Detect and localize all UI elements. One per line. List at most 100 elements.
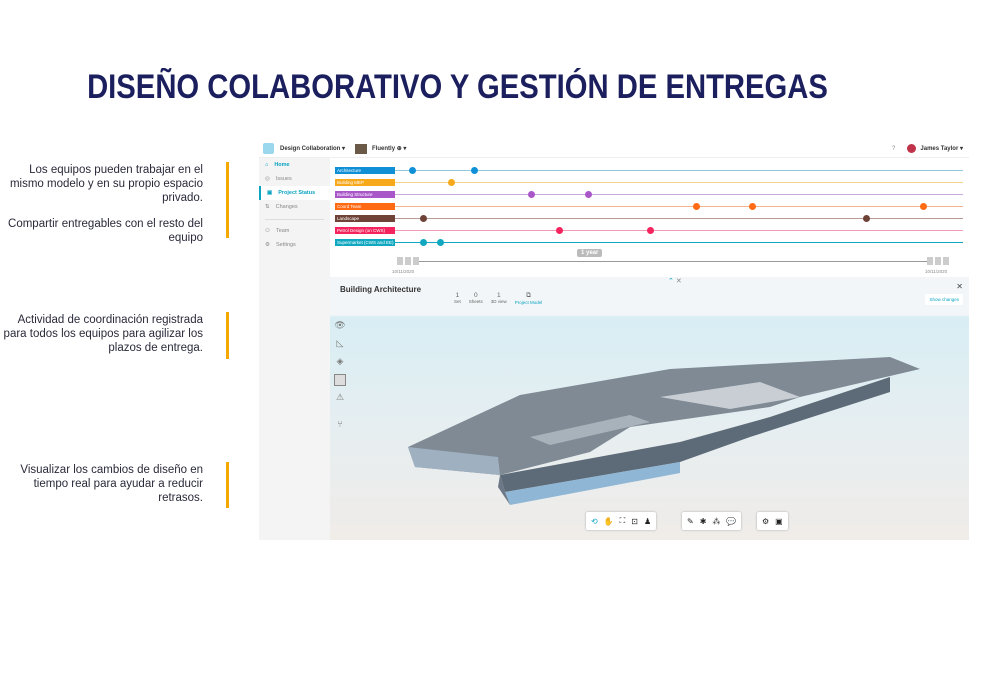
team-label[interactable]: Building Structure xyxy=(335,191,395,198)
check-circle-icon: ◎ xyxy=(265,176,270,182)
timeline-row: Architecture xyxy=(335,167,963,174)
sheet-icon[interactable] xyxy=(334,374,346,386)
event-dot[interactable] xyxy=(692,203,700,210)
timeline-line xyxy=(395,230,963,231)
model-browser-icon[interactable]: ⁂ xyxy=(712,516,721,526)
app-logo-icon xyxy=(263,143,274,154)
sidebar-item-issues[interactable]: ◎ Issues xyxy=(259,172,330,186)
sidebar-label: Team xyxy=(275,228,290,234)
team-label[interactable]: Coord Team xyxy=(335,203,395,210)
project-selector[interactable]: Design Collaboration ▾ xyxy=(280,146,346,152)
event-dot[interactable] xyxy=(584,191,592,198)
pan-hand-icon[interactable]: ✋ xyxy=(603,516,614,526)
camera-icon[interactable]: ⊡ xyxy=(631,516,638,526)
close-icon[interactable]: ✕ xyxy=(956,282,963,291)
sidebar-item-team[interactable]: ⚇ Team xyxy=(259,224,330,238)
gear-icon: ⚙ xyxy=(265,242,270,248)
event-dot[interactable] xyxy=(419,215,427,222)
event-dot[interactable] xyxy=(647,227,655,234)
divider xyxy=(265,214,324,220)
sidebar-item-settings[interactable]: ⚙ Settings xyxy=(259,238,330,252)
avatar[interactable] xyxy=(907,144,917,153)
team-label[interactable]: Building MEP xyxy=(335,179,395,186)
event-dot[interactable] xyxy=(862,215,870,222)
event-dot[interactable] xyxy=(471,167,479,174)
show-changes-button[interactable]: Show changes xyxy=(925,294,963,305)
stat-value: 1 xyxy=(455,292,460,299)
sidebar-label: Issues xyxy=(275,176,292,182)
hub-selector[interactable]: Fluently ⊕ ▾ xyxy=(372,146,407,152)
markup-pen-icon[interactable]: ✎ xyxy=(687,516,694,526)
event-dot[interactable] xyxy=(419,239,427,246)
sidebar-item-project-status[interactable]: ▣ Project Status xyxy=(259,186,330,200)
timeline-line xyxy=(395,206,963,207)
event-dot[interactable] xyxy=(749,203,757,210)
orbit-icon[interactable]: ⟲ xyxy=(591,516,598,526)
model-viewer[interactable]: ⌃ ✕ Building Architecture 1 Set 0 Sheets 1… xyxy=(330,277,969,540)
timeline-line xyxy=(395,218,963,219)
range-handle-end[interactable] xyxy=(927,257,949,265)
team-label[interactable]: Landscape xyxy=(335,215,395,222)
note-private-space: Los equipos pueden trabajar en el mismo … xyxy=(9,164,203,204)
eye-icon[interactable]: 👁 xyxy=(334,320,346,330)
help-icon[interactable]: ? xyxy=(892,145,896,152)
navigation-toolbar: ⟲ ✋ ⛶ ⊡ ♟ xyxy=(586,512,657,530)
project-name: Design Collaboration xyxy=(280,146,341,152)
fullscreen-icon[interactable]: ▣ xyxy=(775,516,783,526)
note-share-deliverables: Compartir entregables con el resto del e… xyxy=(8,218,203,244)
event-dot[interactable] xyxy=(448,179,456,186)
slide-title: DISEÑO COLABORATIVO Y GESTIÓN DE ENTREGA… xyxy=(87,68,828,106)
note-realtime: Visualizar los cambios de diseño en tiem… xyxy=(20,464,203,504)
sidebar-label: Changes xyxy=(275,204,298,210)
comment-icon[interactable]: 💬 xyxy=(726,516,737,526)
sidebar-label: Project Status xyxy=(278,190,316,196)
timeline-row: Coord Team xyxy=(335,203,963,210)
settings-icon[interactable]: ⚙ xyxy=(762,516,770,526)
fit-view-icon[interactable]: ⛶ xyxy=(619,516,626,525)
range-end-date: 10/11/2020 xyxy=(925,269,948,274)
team-label[interactable]: Supermarket (CWS and EE) xyxy=(335,239,395,246)
status-icon: ▣ xyxy=(267,190,273,196)
stat-sheets[interactable]: 0 Sheets xyxy=(469,292,483,305)
range-start-date: 10/11/2020 xyxy=(392,269,415,274)
accent-bar xyxy=(226,312,229,359)
walk-person-icon[interactable]: ♟ xyxy=(643,516,652,526)
building-3d-model[interactable] xyxy=(330,277,969,540)
sidebar-item-changes[interactable]: ⇅ Changes xyxy=(259,200,330,214)
event-dot[interactable] xyxy=(408,167,416,174)
event-dot[interactable] xyxy=(527,191,535,198)
user-name: James Taylor xyxy=(920,146,959,152)
hub-name: Fluently xyxy=(372,146,396,152)
measure-icon[interactable]: ◺ xyxy=(336,338,344,348)
range-label[interactable]: 1 year xyxy=(577,249,603,257)
layers-icon[interactable]: ◈ xyxy=(336,356,344,366)
range-handle-start[interactable] xyxy=(397,257,419,265)
timeline-row: Petrol Design (on CWS) xyxy=(335,227,963,234)
timeline-row: Landscape xyxy=(335,215,963,222)
stat-label: 3D view xyxy=(490,299,507,304)
user-menu[interactable]: James Taylor ▾ xyxy=(920,146,963,152)
project-model-link[interactable]: ⧉ Project Model xyxy=(515,292,543,305)
timeline-row: Supermarket (CWS and EE) xyxy=(335,239,963,246)
team-label[interactable]: Architecture xyxy=(335,167,395,174)
event-dot[interactable] xyxy=(556,227,564,234)
branch-icon[interactable]: ⑂ xyxy=(337,419,343,429)
sidebar: ⌂ Home ◎ Issues ▣ Project Status ⇅ Changes ⚇… xyxy=(259,158,330,540)
sidebar-item-home[interactable]: ⌂ Home xyxy=(259,158,330,172)
accent-bar xyxy=(226,462,229,508)
stat-set[interactable]: 1 Set xyxy=(454,292,461,305)
timeline-line xyxy=(395,194,963,195)
copy-icon: ⧉ xyxy=(526,292,531,299)
stat-3d-view[interactable]: 1 3D view xyxy=(491,292,507,305)
warning-icon[interactable]: ⚠ xyxy=(335,392,345,402)
event-dot[interactable] xyxy=(436,239,444,246)
range-slider[interactable] xyxy=(419,261,943,262)
team-icon: ⚇ xyxy=(265,228,270,234)
timeline-line xyxy=(395,182,963,183)
team-label[interactable]: Petrol Design (on CWS) xyxy=(335,227,395,234)
collapse-tab[interactable]: ⌃ ✕ xyxy=(668,278,682,285)
event-dot[interactable] xyxy=(919,203,927,210)
explode-icon[interactable]: ✱ xyxy=(699,516,707,526)
model-label: Project Model xyxy=(514,300,543,305)
viewer-stats: 1 Set 0 Sheets 1 3D view ⧉ Project Model xyxy=(454,292,542,305)
